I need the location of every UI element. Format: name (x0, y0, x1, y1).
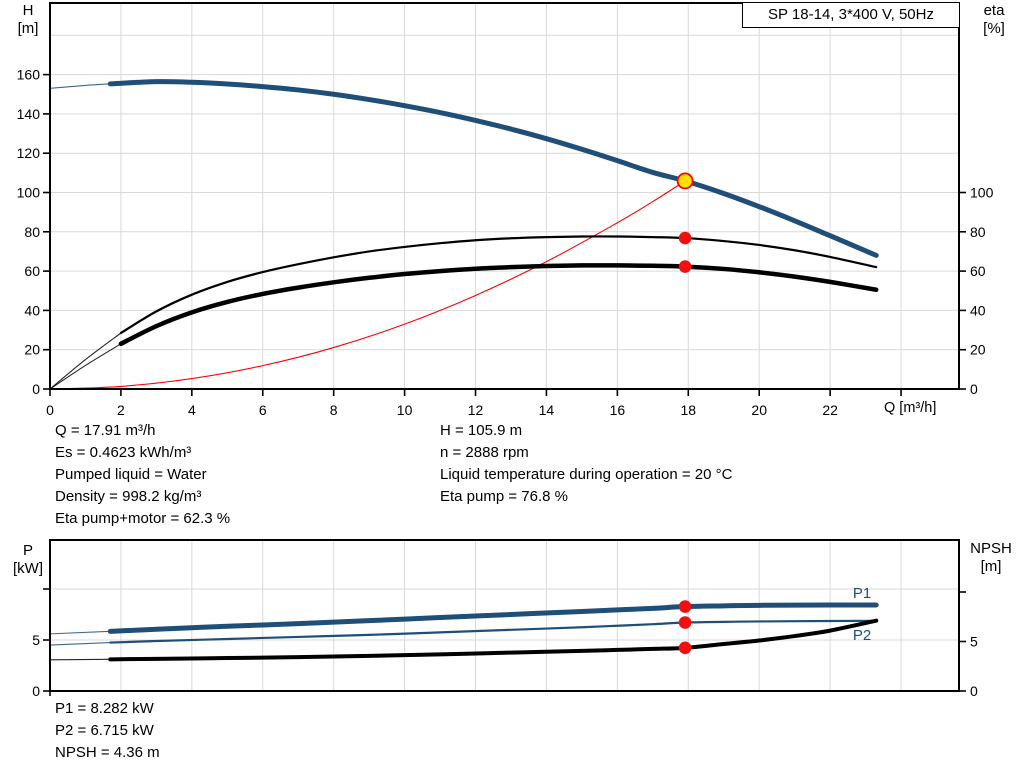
info-q: Q = 17.91 m³/h (55, 422, 156, 439)
info-npsh: NPSH = 4.36 m (55, 744, 160, 761)
power-info: P1 = 8.282 kW P2 = 6.715 kW NPSH = 4.36 … (55, 698, 160, 764)
bottom-tick-label-right: 0 (970, 683, 978, 699)
top-tick-label-right: 80 (970, 224, 986, 240)
curve-P2-lead (49, 642, 111, 646)
eta-axis-label-symbol: eta (983, 2, 1005, 19)
top-tick-label-x: 12 (468, 402, 484, 418)
duty-point (676, 172, 694, 190)
top-tick-label-x: 18 (680, 402, 696, 418)
top-tick-label-x: 0 (46, 402, 54, 418)
top-tick-label-right: 40 (970, 302, 986, 318)
eta-axis-label: eta [%] (968, 2, 1020, 38)
info-density: Density = 998.2 kg/m³ (55, 488, 202, 505)
q-axis-label: Q [m³/h] (884, 400, 937, 416)
top-tick-label-right: 100 (970, 185, 994, 201)
top-tick-label-x: 8 (330, 402, 338, 418)
npsh-axis-label-unit: [m] (980, 558, 1002, 575)
top-tick-label-x: 10 (397, 402, 413, 418)
bottom-tick-label-left: 0 (32, 683, 40, 699)
curve-eta-pump (119, 235, 878, 335)
curve-label-P1: P1 (853, 585, 871, 602)
npsh-point (678, 641, 692, 655)
eta-axis-label-unit: [%] (983, 20, 1005, 37)
top-tick-label-left: 120 (17, 145, 41, 161)
top-tick-label-x: 2 (117, 402, 125, 418)
curve-NPSH (108, 618, 879, 662)
top-tick-label-left: 0 (32, 381, 40, 397)
info-n: n = 2888 rpm (440, 444, 529, 461)
top-tick-label-right: 20 (970, 342, 986, 358)
top-tick-label-x: 4 (188, 402, 196, 418)
curve-eta-pump-motor-lead (49, 343, 122, 390)
top-plot-border (49, 2, 960, 390)
bottom-tick-label-right: 5 (970, 634, 978, 650)
h-axis-label-unit: [m] (17, 20, 39, 37)
p-axis-label: P [kW] (6, 542, 50, 578)
p-axis-label-unit: [kW] (13, 560, 43, 577)
eta-pump-point (678, 231, 692, 245)
top-tick-label-right: 60 (970, 263, 986, 279)
curve-H-curve-lead (49, 83, 111, 89)
top-tick-label-left: 100 (17, 185, 41, 201)
top-tick-label-left: 40 (24, 302, 40, 318)
curve-P1 (107, 602, 879, 634)
curve-system-curve (49, 180, 686, 390)
duty-info-left: Q = 17.91 m³/h Es = 0.4623 kWh/m³ Pumped… (55, 420, 230, 530)
info-eta-pump: Eta pump = 76.8 % (440, 488, 568, 505)
top-tick-label-left: 20 (24, 342, 40, 358)
curve-eta-pump-lead (49, 332, 122, 390)
top-tick-label-x: 22 (822, 402, 838, 418)
top-tick-label-x: 16 (610, 402, 626, 418)
top-tick-label-x: 6 (259, 402, 267, 418)
bottom-tick-label-left: 5 (32, 632, 40, 648)
p-axis-label-symbol: P (22, 542, 33, 559)
p2-point (678, 616, 692, 629)
npsh-axis-label-symbol: NPSH (970, 540, 1012, 557)
bottom-plot-border (49, 539, 960, 692)
info-pumped-liquid: Pumped liquid = Water (55, 466, 207, 483)
info-p2: P2 = 6.715 kW (55, 722, 154, 739)
eta-pump-motor-point (678, 260, 692, 273)
top-tick-label-left: 160 (17, 67, 41, 83)
h-axis-label-symbol: H (22, 2, 34, 19)
title-box: SP 18-14, 3*400 V, 50Hz (742, 2, 960, 28)
top-tick-label-left: 80 (24, 224, 40, 240)
info-h: H = 105.9 m (440, 422, 523, 439)
h-axis-label: H [m] (8, 2, 48, 38)
top-tick-label-left: 140 (17, 106, 41, 122)
info-p1: P1 = 8.282 kW (55, 700, 154, 717)
top-tick-label-left: 60 (24, 263, 40, 279)
npsh-axis-label: NPSH [m] (960, 540, 1022, 576)
duty-info-right: H = 105.9 m n = 2888 rpm Liquid temperat… (440, 420, 732, 508)
info-eta-pump-motor: Eta pump+motor = 62.3 % (55, 510, 231, 527)
p1-point (678, 600, 692, 613)
curve-H-curve (107, 79, 879, 258)
curve-eta-pump-motor (118, 263, 879, 347)
top-tick-label-x: 14 (539, 402, 555, 418)
curve-P1-lead (49, 630, 111, 635)
top-tick-label-x: 20 (751, 402, 767, 418)
info-es: Es = 0.4623 kWh/m³ (55, 444, 192, 461)
info-liquid-temp: Liquid temperature during operation = 20… (440, 466, 733, 483)
top-tick-label-right: 0 (970, 381, 978, 397)
curve-label-P2: P2 (853, 627, 871, 644)
curve-P2 (109, 619, 878, 644)
